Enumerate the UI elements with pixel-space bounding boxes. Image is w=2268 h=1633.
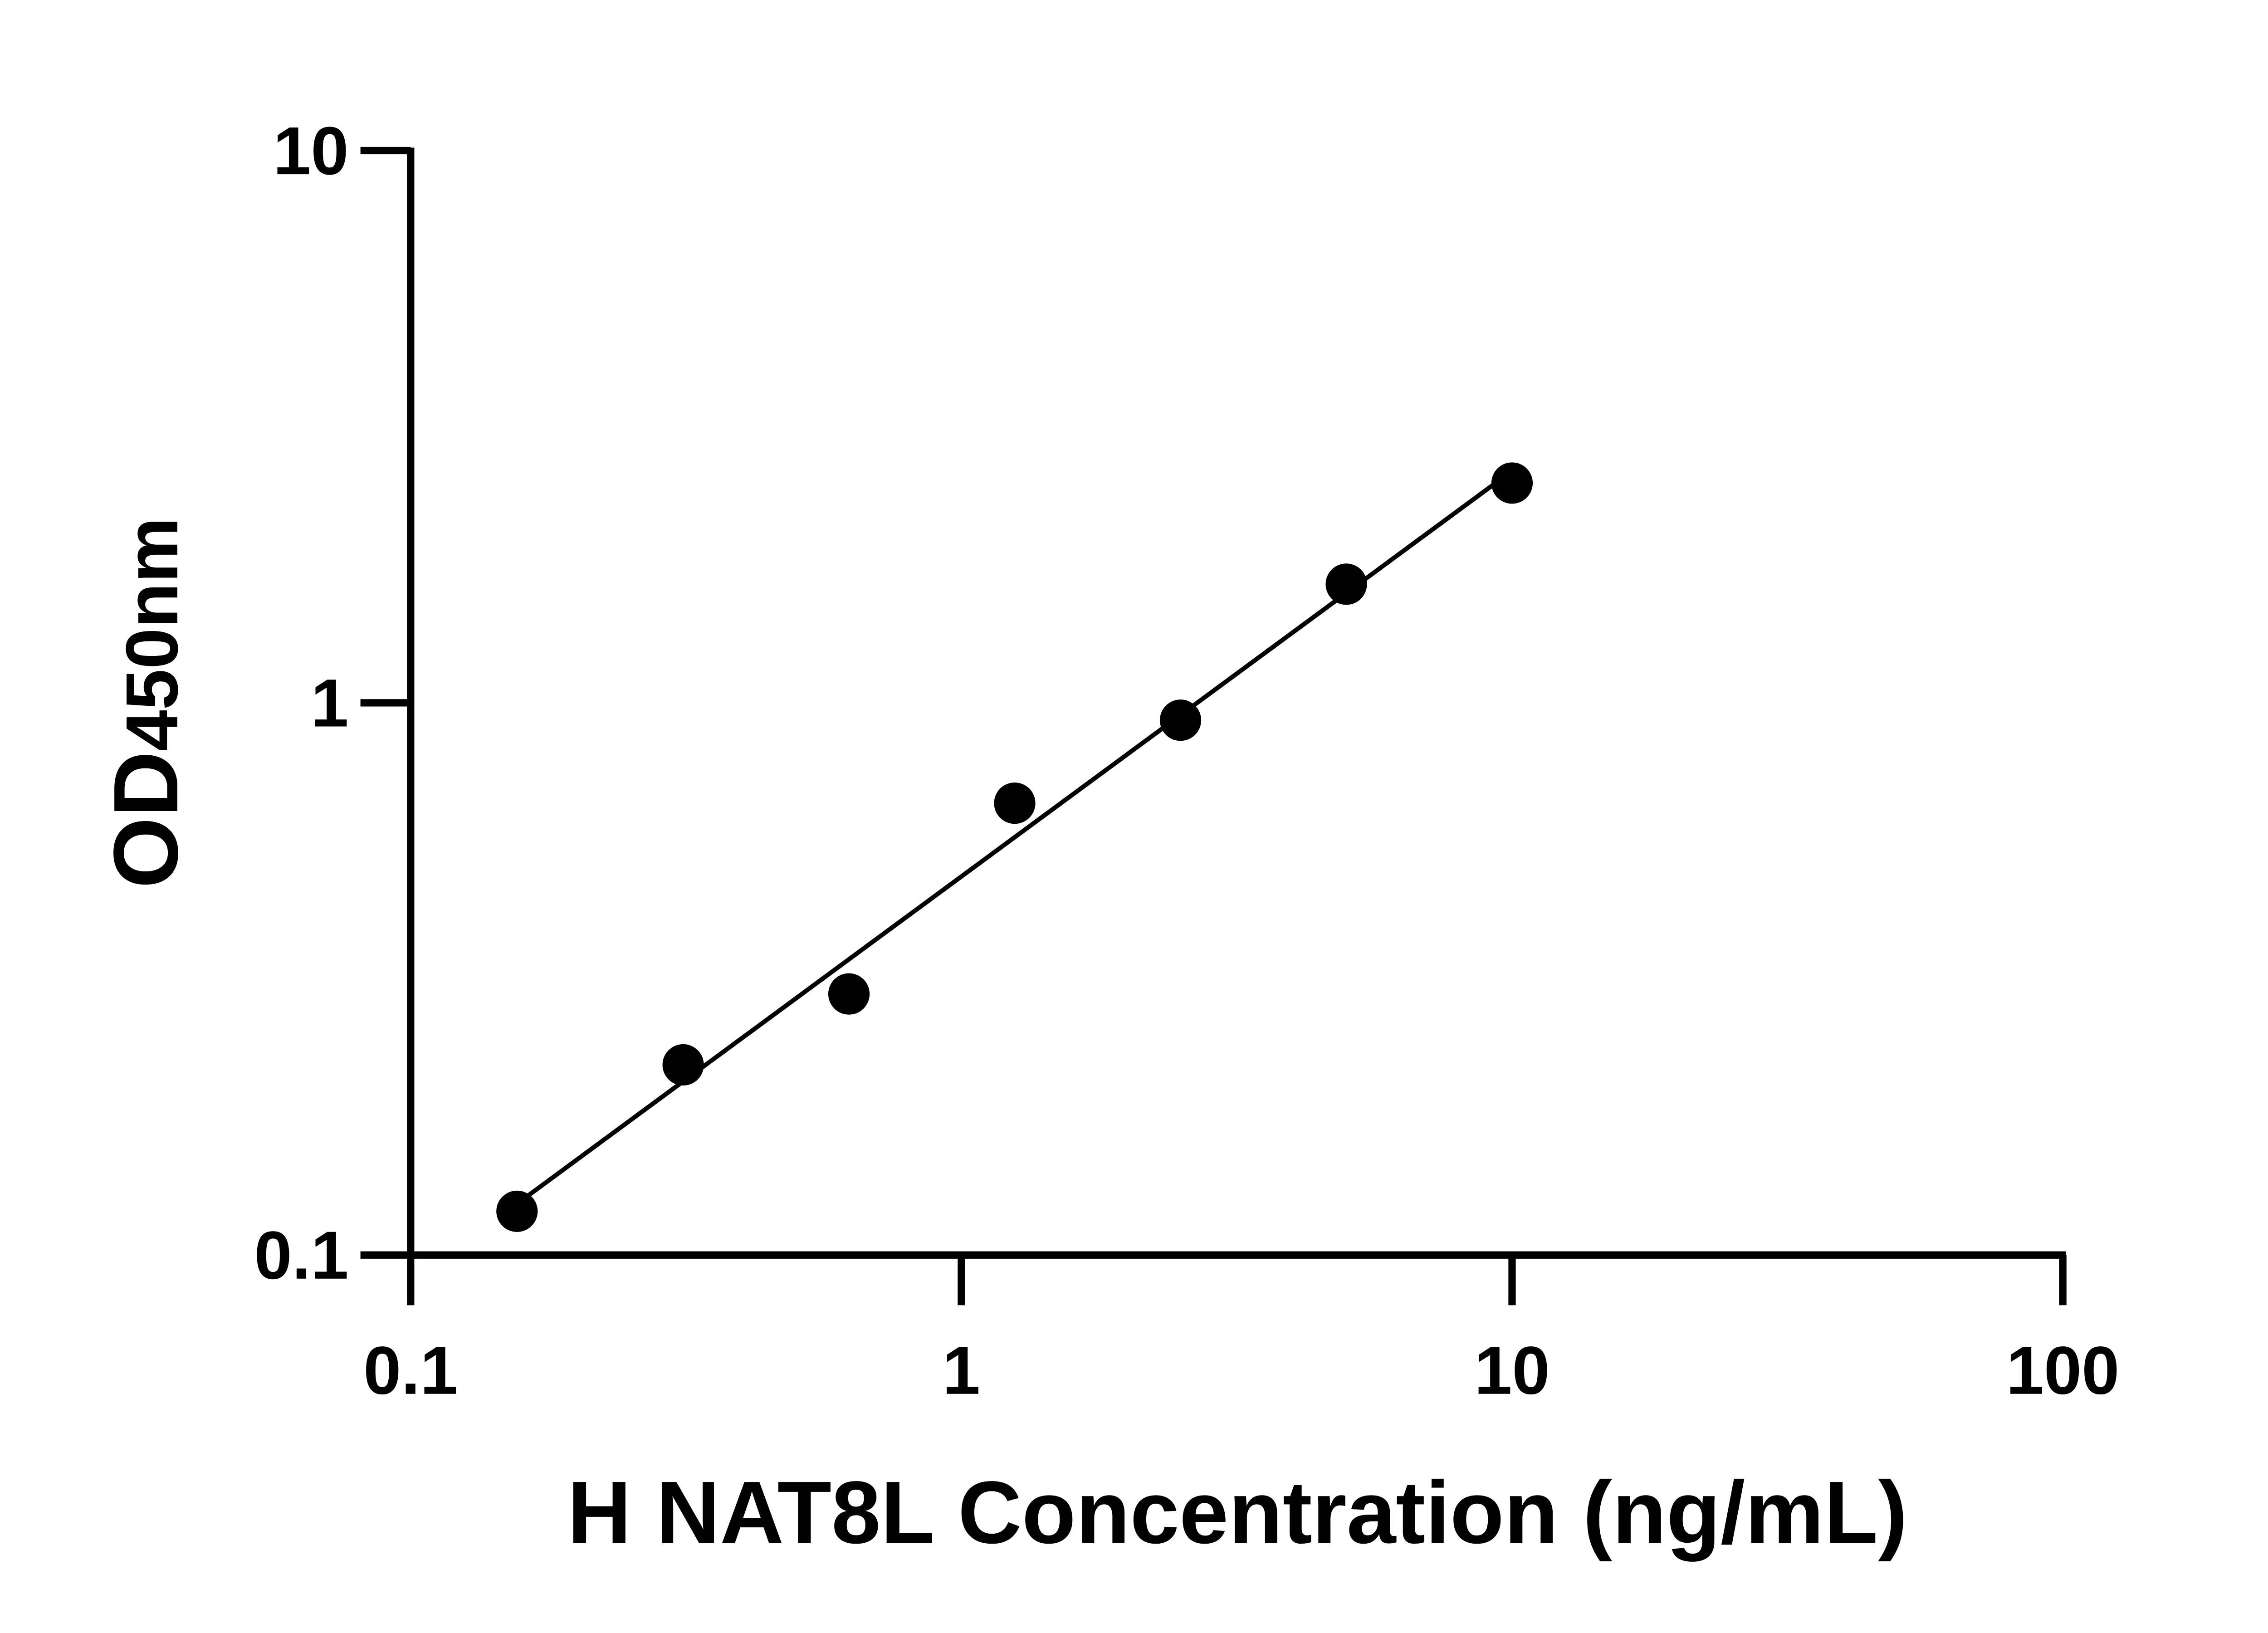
data-point: [1491, 462, 1533, 504]
x-tick-label: 0.1: [363, 1332, 458, 1408]
y-axis-label: OD450nm: [94, 517, 197, 888]
x-tick-label: 1: [943, 1332, 980, 1408]
y-tick-label: 0.1: [254, 1217, 348, 1293]
x-tick-label: 10: [1474, 1332, 1550, 1408]
y-tick-label: 1: [311, 665, 348, 741]
y-axis-label-main: OD: [94, 751, 197, 889]
y-axis-label-sub: 450nm: [111, 517, 193, 751]
data-point: [1159, 699, 1202, 741]
y-tick-label: 10: [273, 112, 349, 189]
x-tick-label: 100: [2006, 1332, 2120, 1408]
x-axis-label: H NAT8L Concentration (ng/mL): [567, 1463, 1907, 1562]
data-point: [1325, 563, 1367, 605]
data-point: [662, 1044, 704, 1086]
data-point: [994, 782, 1036, 824]
axes: [407, 147, 2066, 1259]
data-point: [496, 1190, 538, 1232]
data-point: [828, 973, 870, 1015]
data-marks: [496, 462, 1533, 1232]
ticks: 0.1 1 10 100 0.1 1 10: [254, 112, 2119, 1408]
